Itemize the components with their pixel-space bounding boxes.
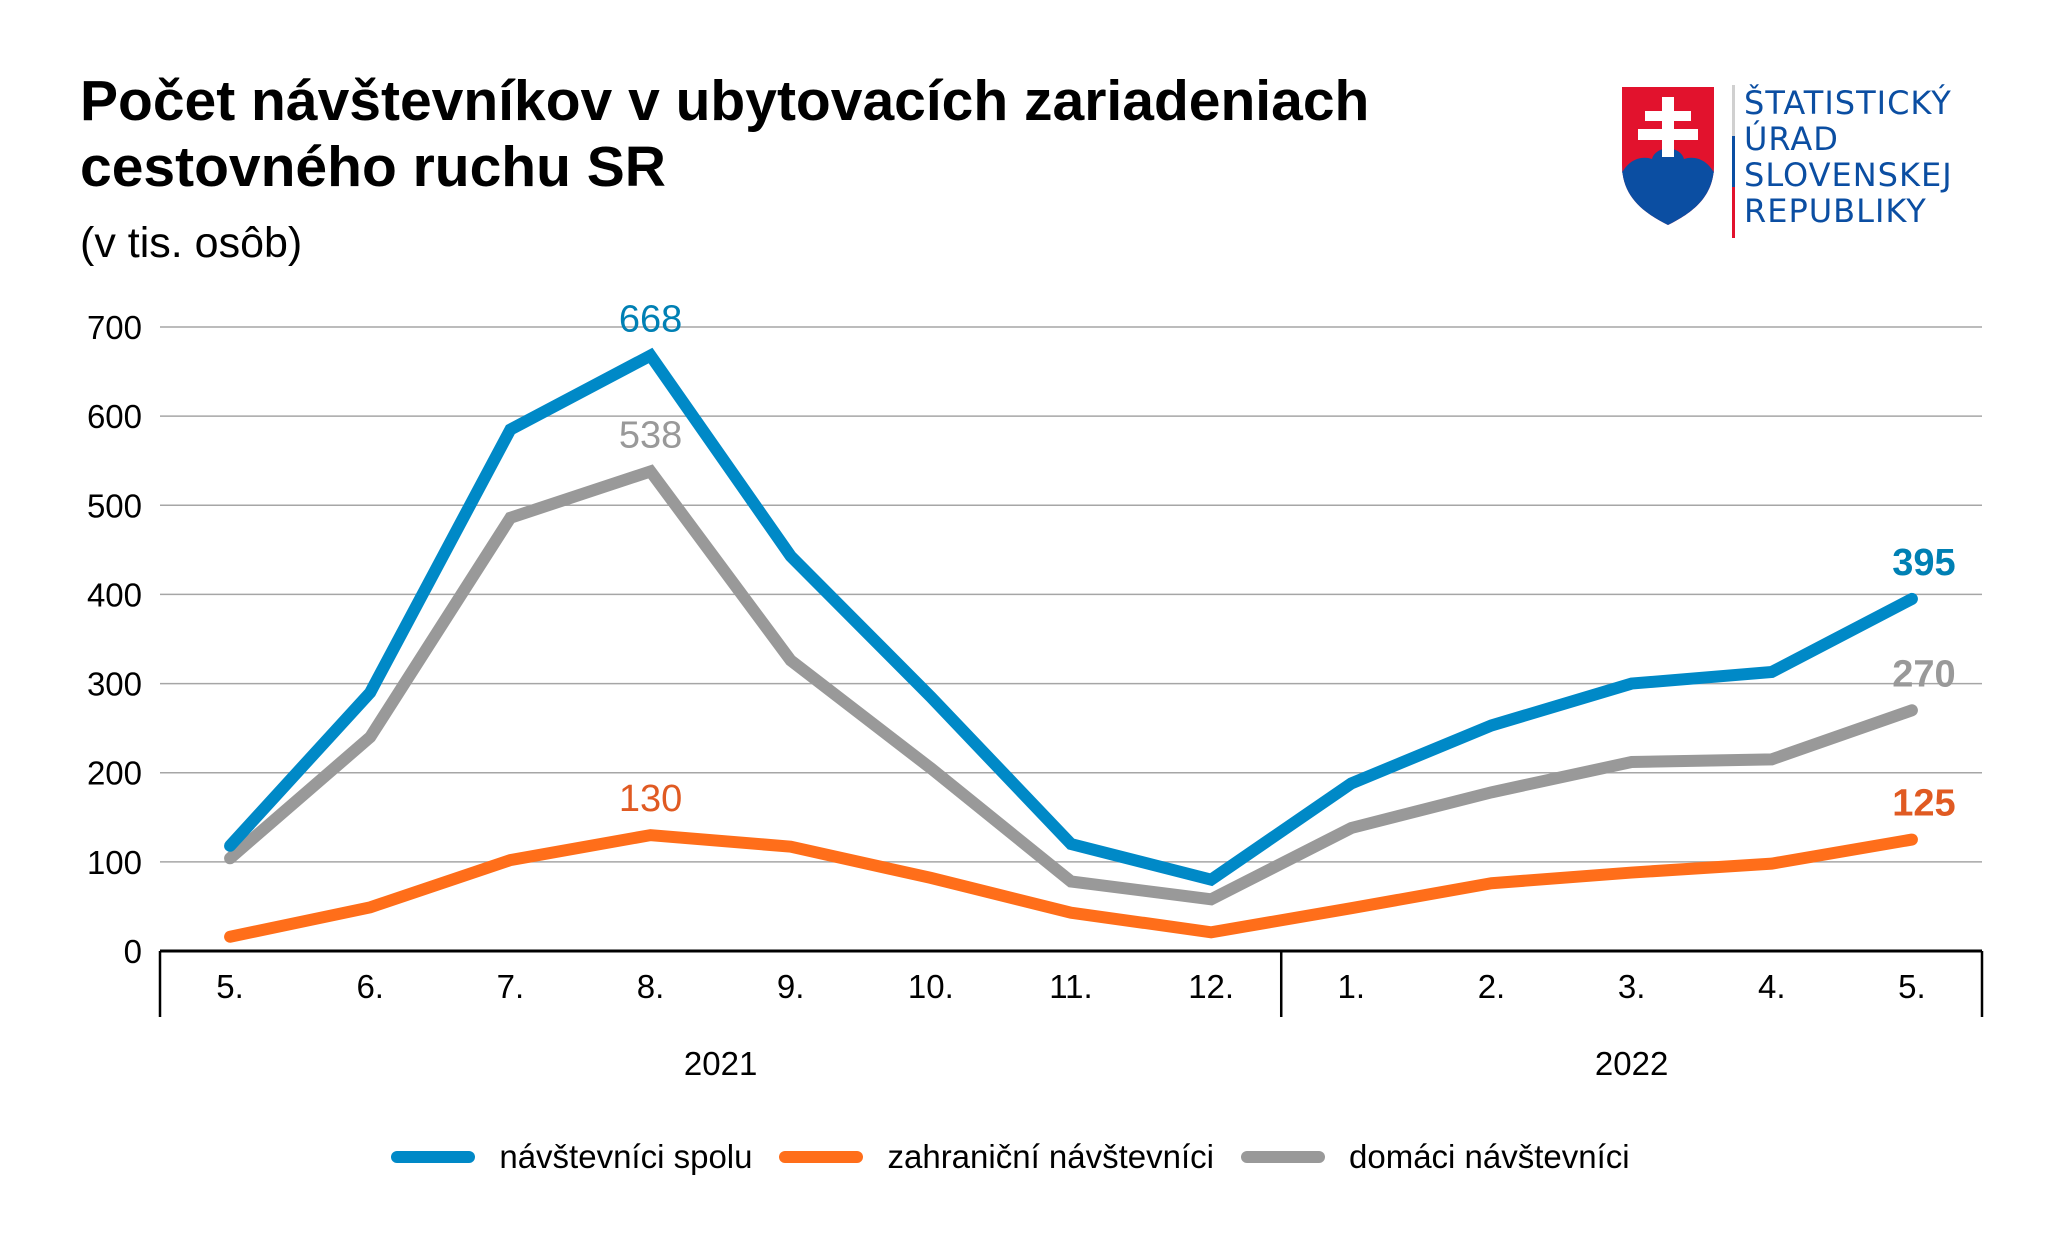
y-tick-label: 600: [87, 398, 142, 435]
legend-item: zahraniční návštevníci: [779, 1137, 1214, 1177]
logo-line-3: SLOVENSKEJ: [1744, 156, 1953, 194]
chart-title-line-2: cestovného ruchu SR: [80, 135, 666, 199]
legend-label: zahraniční návštevníci: [887, 1138, 1214, 1175]
legend-item: domáci návštevníci: [1241, 1137, 1630, 1177]
logo-line-4: REPUBLIKY: [1744, 192, 1927, 230]
legend-label: návštevníci spolu: [499, 1138, 753, 1175]
x-tick-label: 1.: [1338, 968, 1366, 1005]
legend-swatch: [1241, 1151, 1325, 1163]
data-label: 270: [1892, 653, 1955, 695]
y-tick-label: 100: [87, 844, 142, 881]
logo-line-2: ÚRAD: [1744, 120, 1839, 158]
legend-item: návštevníci spolu: [391, 1137, 752, 1177]
logo-text: ŠTATISTICKÝ ÚRAD SLOVENSKEJ REPUBLIKY: [1744, 85, 1953, 229]
x-axis: 5. 6. 7. 8. 9. 10. 11. 12. 1. 2. 3. 4. 5. 2021 2022: [158, 949, 1984, 1082]
data-label: 395: [1892, 542, 1955, 584]
shield-mountains: [1622, 148, 1714, 225]
data-label: 538: [619, 414, 682, 456]
year-label: 2021: [684, 1045, 757, 1082]
x-tick-label: 3.: [1618, 968, 1646, 1005]
x-tick-label: 12.: [1188, 968, 1234, 1005]
y-tick-label: 400: [87, 576, 142, 613]
chart-title-line-1: Počet návštevníkov v ubytovacích zariade…: [80, 69, 1370, 133]
y-tick-label: 200: [87, 755, 142, 792]
legend-label: domáci návštevníci: [1349, 1138, 1630, 1175]
gridlines: [160, 326, 1982, 863]
chart-subtitle: (v tis. osôb): [80, 219, 303, 267]
x-tick-label: 9.: [777, 968, 805, 1005]
x-tick-label: 2.: [1478, 968, 1506, 1005]
year-label: 2022: [1595, 1045, 1668, 1082]
y-axis-ticks: 0 100 200 300 400 500 600 700: [87, 309, 142, 970]
x-tick-label: 7.: [497, 968, 525, 1005]
y-tick-label: 700: [87, 309, 142, 346]
series-lines: [224, 347, 1918, 943]
x-tick-label: 6.: [356, 968, 384, 1005]
legend: návštevníci spolu zahraniční návštevníci d…: [0, 1132, 2048, 1182]
data-labels: 668 395 130 125 538 270: [619, 299, 1956, 825]
data-label: 125: [1892, 783, 1955, 825]
series-line: [224, 347, 1918, 887]
chart-title: Počet návštevníkov v ubytovacích zariade…: [80, 68, 1369, 200]
y-tick-label: 0: [124, 933, 142, 970]
statistical-office-logo: ŠTATISTICKÝ ÚRAD SLOVENSKEJ REPUBLIKY: [1618, 85, 2038, 245]
x-tick-label: 5.: [1898, 968, 1926, 1005]
x-tick-label: 8.: [637, 968, 665, 1005]
x-tick-label: 11.: [1049, 968, 1092, 1005]
x-tick-label: 4.: [1758, 968, 1786, 1005]
double-cross: [1638, 97, 1698, 157]
tricolor-divider: [1732, 85, 1735, 238]
slovak-coat-of-arms-icon: [1622, 87, 1714, 225]
x-tick-label: 5.: [216, 968, 244, 1005]
y-tick-label: 500: [87, 487, 142, 524]
logo-line-1: ŠTATISTICKÝ: [1744, 84, 1952, 122]
legend-swatch: [391, 1151, 476, 1163]
y-tick-label: 300: [87, 666, 142, 703]
data-label: 668: [619, 299, 682, 341]
data-label: 130: [619, 778, 682, 820]
x-tick-label: 10.: [908, 968, 954, 1005]
legend-swatch: [779, 1151, 864, 1163]
